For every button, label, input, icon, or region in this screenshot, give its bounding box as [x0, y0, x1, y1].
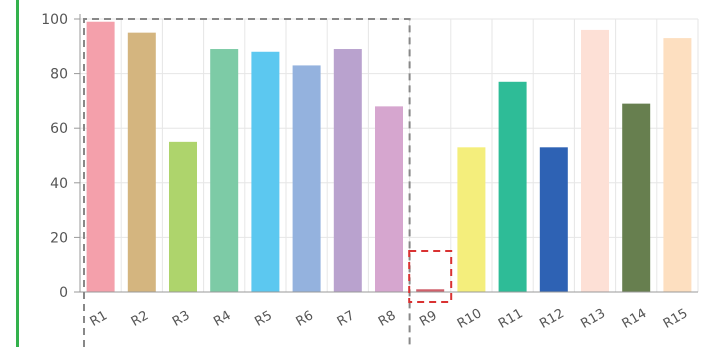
bar-r15	[663, 38, 692, 292]
x-tick-label: R10	[455, 306, 485, 332]
bar-r14	[622, 103, 651, 292]
x-tick-label: R11	[496, 306, 526, 332]
bar-r5	[251, 51, 280, 293]
x-tick-label: R6	[294, 308, 316, 330]
x-tick-label: R13	[578, 306, 608, 332]
bar-r3	[169, 141, 197, 292]
bar-r8	[375, 106, 403, 292]
y-tick-label: 0	[59, 285, 68, 301]
x-tick-label: R12	[537, 306, 567, 332]
bar-r12	[539, 147, 568, 292]
highlight-box-group	[83, 18, 411, 347]
y-tick-label: 40	[50, 176, 68, 192]
bar-r4	[210, 49, 239, 292]
x-tick-label: R2	[129, 308, 151, 330]
bar-r7	[333, 49, 362, 292]
x-tick-label: R8	[376, 308, 398, 330]
y-tick-label: 60	[50, 121, 68, 137]
y-tick-label: 80	[50, 67, 68, 83]
x-tick-label: R9	[417, 308, 439, 330]
highlight-box-single	[408, 250, 453, 304]
bars	[86, 21, 692, 293]
bar-r13	[581, 29, 609, 292]
bar-r11	[498, 81, 527, 292]
axes	[74, 14, 698, 293]
bar-r9	[416, 289, 445, 292]
accent-strip	[16, 0, 19, 347]
bar-r6	[292, 65, 321, 292]
bar-r2	[127, 32, 156, 293]
bar-r10	[457, 147, 486, 292]
x-tick-label: R5	[252, 308, 274, 330]
x-tick-label: R14	[620, 306, 650, 332]
x-tick-label: R3	[170, 308, 192, 330]
bar-r1	[86, 21, 115, 292]
x-tick-label: R7	[335, 308, 357, 330]
x-tick-label: R15	[661, 306, 691, 332]
highlights	[83, 18, 453, 347]
x-tick-label: R1	[88, 308, 110, 330]
y-tick-label: 20	[50, 230, 68, 246]
y-tick-label: 100	[41, 12, 68, 28]
x-tick-label: R4	[211, 308, 233, 330]
